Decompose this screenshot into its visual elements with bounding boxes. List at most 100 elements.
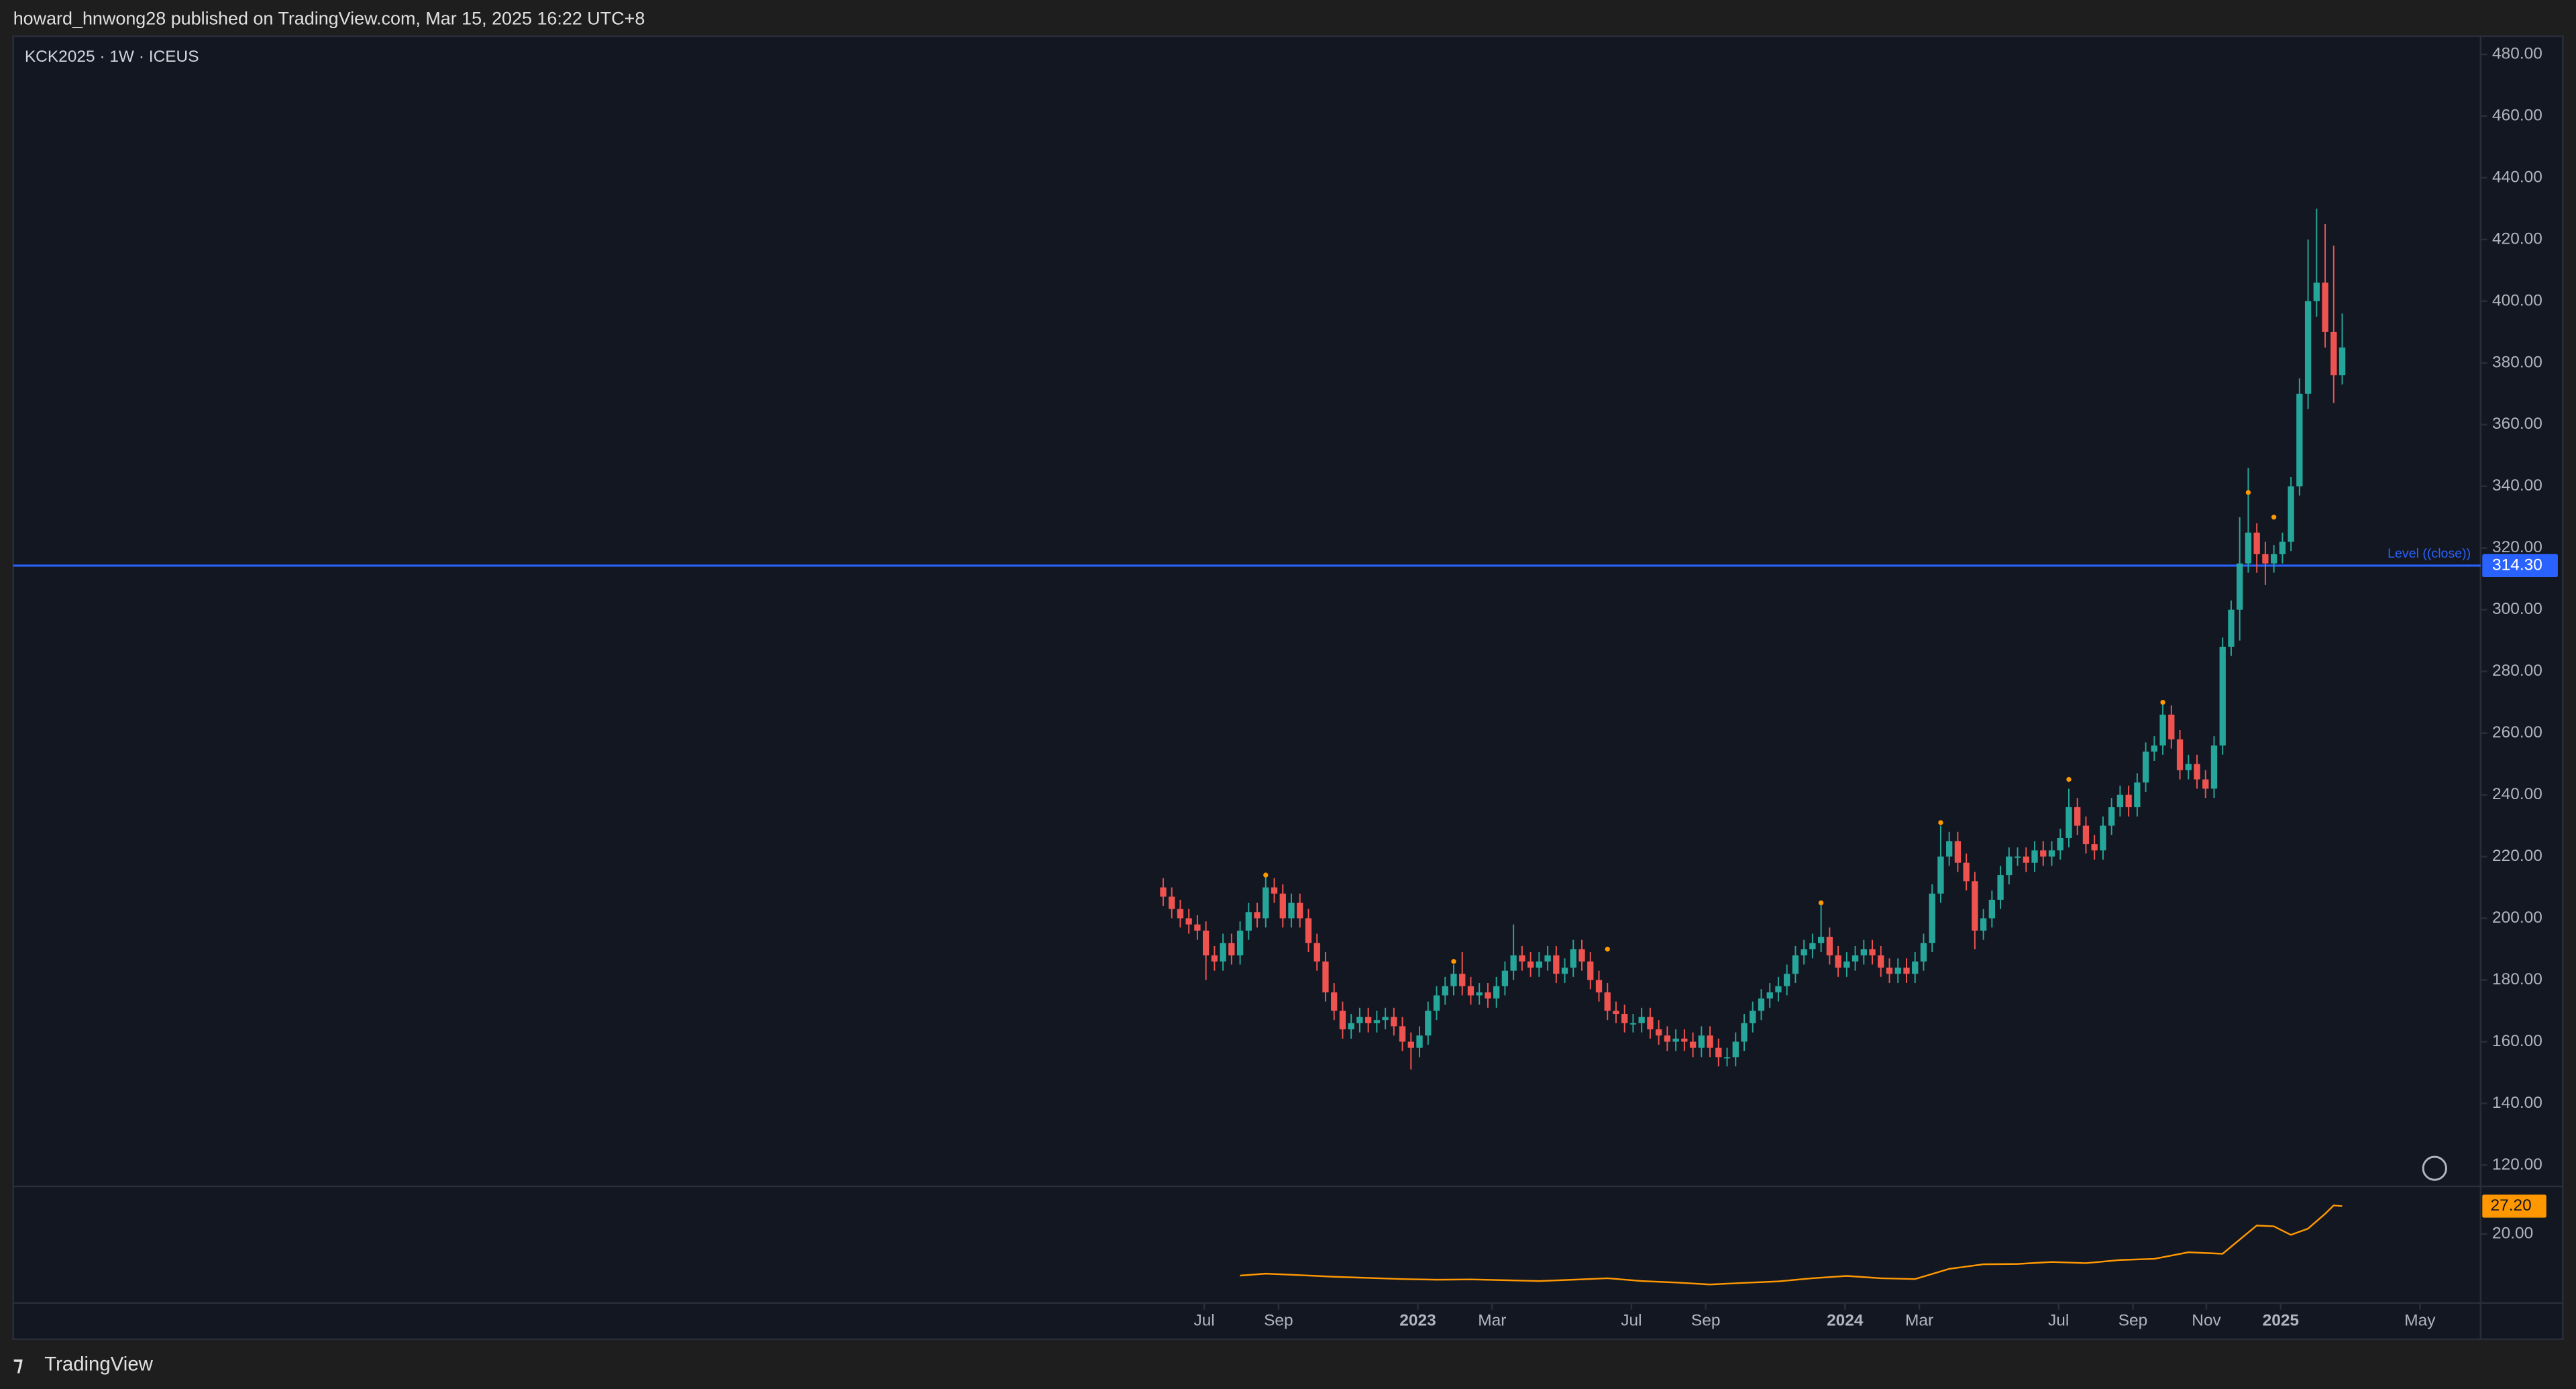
watermark-icon	[2422, 1155, 2447, 1181]
candle-body	[2210, 745, 2218, 789]
x-tick-label: Mar	[1478, 1311, 1506, 1329]
candle-body	[1604, 992, 1611, 1011]
y-tick-label: 380.00	[2492, 353, 2542, 371]
candle-body	[1946, 841, 1953, 857]
candle-body	[1869, 949, 1876, 956]
candle-body	[1903, 968, 1910, 974]
candle-body	[1723, 1057, 1731, 1059]
y-tick-label: 180.00	[2492, 970, 2542, 988]
candle-body	[2014, 856, 2021, 858]
candle-body	[2082, 825, 2090, 845]
candle-body	[2134, 782, 2141, 807]
candle-body	[1493, 986, 1500, 999]
candle-body	[2228, 609, 2235, 647]
candle-body	[1527, 961, 1534, 968]
candle-body	[1929, 893, 1935, 943]
candle-body	[1501, 970, 1509, 986]
x-tick-label: 2025	[2263, 1311, 2299, 1329]
candle-body	[1860, 949, 1867, 956]
candle-body	[1817, 937, 1825, 943]
y-tick-label: 280.00	[2492, 662, 2542, 680]
y-tick-label: 400.00	[2492, 291, 2542, 309]
signal-marker	[1605, 946, 1610, 952]
y-tick-label: 160.00	[2492, 1032, 2542, 1050]
candle-body	[2245, 532, 2252, 564]
candle-body	[2288, 486, 2294, 542]
candle-body	[1348, 1023, 1354, 1030]
candle-body	[1963, 862, 1970, 882]
candle-body	[1356, 1017, 1363, 1023]
candle-body	[1629, 1023, 1637, 1025]
candle-body	[2176, 739, 2184, 770]
candle-body	[1485, 992, 1491, 999]
x-tick-label: Jul	[1193, 1311, 1214, 1329]
candle-body	[1647, 1017, 1654, 1030]
y-tick-label: 140.00	[2492, 1094, 2542, 1112]
candle-body	[1954, 841, 1962, 863]
candle-body	[2065, 807, 2072, 838]
candle-body	[2023, 856, 2029, 863]
candle-body	[1980, 918, 1987, 931]
indicator-value-label: 27.20	[2491, 1196, 2532, 1215]
candle-body	[1425, 1011, 1432, 1036]
candle-body	[2074, 807, 2081, 826]
candle-body	[1467, 986, 1474, 996]
y-tick-label: 260.00	[2492, 723, 2542, 741]
candle-body	[2125, 794, 2132, 807]
y-tick-label: 460.00	[2492, 106, 2542, 124]
candle-body	[1271, 887, 1278, 894]
candle-body	[1169, 896, 1175, 909]
candle-body	[1202, 930, 1210, 956]
candle-body	[1220, 943, 1226, 962]
candle-body	[2168, 715, 2175, 739]
candle-body	[2040, 850, 2047, 857]
signal-marker	[1818, 900, 1824, 906]
candle-body	[1766, 992, 1773, 999]
indicator-line	[1240, 1204, 2343, 1286]
candle-body	[1851, 955, 1859, 962]
candle-body	[1407, 1041, 1414, 1048]
candle-body	[2202, 779, 2209, 789]
candle-body	[1613, 1011, 1619, 1015]
signal-marker	[1451, 959, 1456, 964]
y-tick-label: 360.00	[2492, 415, 2542, 433]
candle-body	[1937, 856, 1944, 894]
candle-body	[1254, 912, 1260, 919]
candle-body	[1536, 961, 1543, 968]
y-tick-label: 340.00	[2492, 476, 2542, 495]
y-tick-label: 300.00	[2492, 600, 2542, 618]
candle-body	[1510, 955, 1517, 971]
signal-marker	[1938, 820, 1943, 825]
candle-body	[1656, 1029, 1662, 1036]
x-tick-label: Jul	[1621, 1311, 1642, 1329]
candle-body	[2057, 837, 2063, 851]
candle-body	[2108, 807, 2115, 826]
x-tick-label: May	[2404, 1311, 2436, 1329]
candle-body	[1638, 1017, 1645, 1023]
candle-body	[1185, 918, 1192, 925]
candle-body	[1570, 949, 1576, 968]
candle-body	[2270, 554, 2277, 564]
candle-body	[1442, 986, 1448, 996]
candle-body	[1741, 1023, 1748, 1042]
candle-body	[1544, 955, 1551, 962]
candle-body	[1886, 968, 1893, 974]
candle-body	[2322, 282, 2328, 332]
candle-body	[1391, 1017, 1397, 1027]
candle-body	[1160, 887, 1167, 897]
candle-body	[1245, 912, 1252, 931]
candle-body	[2100, 825, 2106, 851]
level-price-label: 314.30	[2492, 556, 2542, 574]
signal-marker	[2066, 776, 2072, 782]
candle-body	[1758, 998, 1765, 1011]
candle-body	[1732, 1041, 1739, 1058]
candle-body	[2091, 844, 2098, 851]
candle-body	[2219, 646, 2226, 745]
publisher-line: howard_hnwong28 published on TradingView…	[13, 8, 645, 28]
brand: TradingView	[44, 1353, 153, 1376]
candle-body	[1322, 961, 1329, 992]
candle-body	[2313, 282, 2320, 301]
candle-body	[1416, 1035, 1423, 1048]
y-tick-label: 240.00	[2492, 785, 2542, 803]
